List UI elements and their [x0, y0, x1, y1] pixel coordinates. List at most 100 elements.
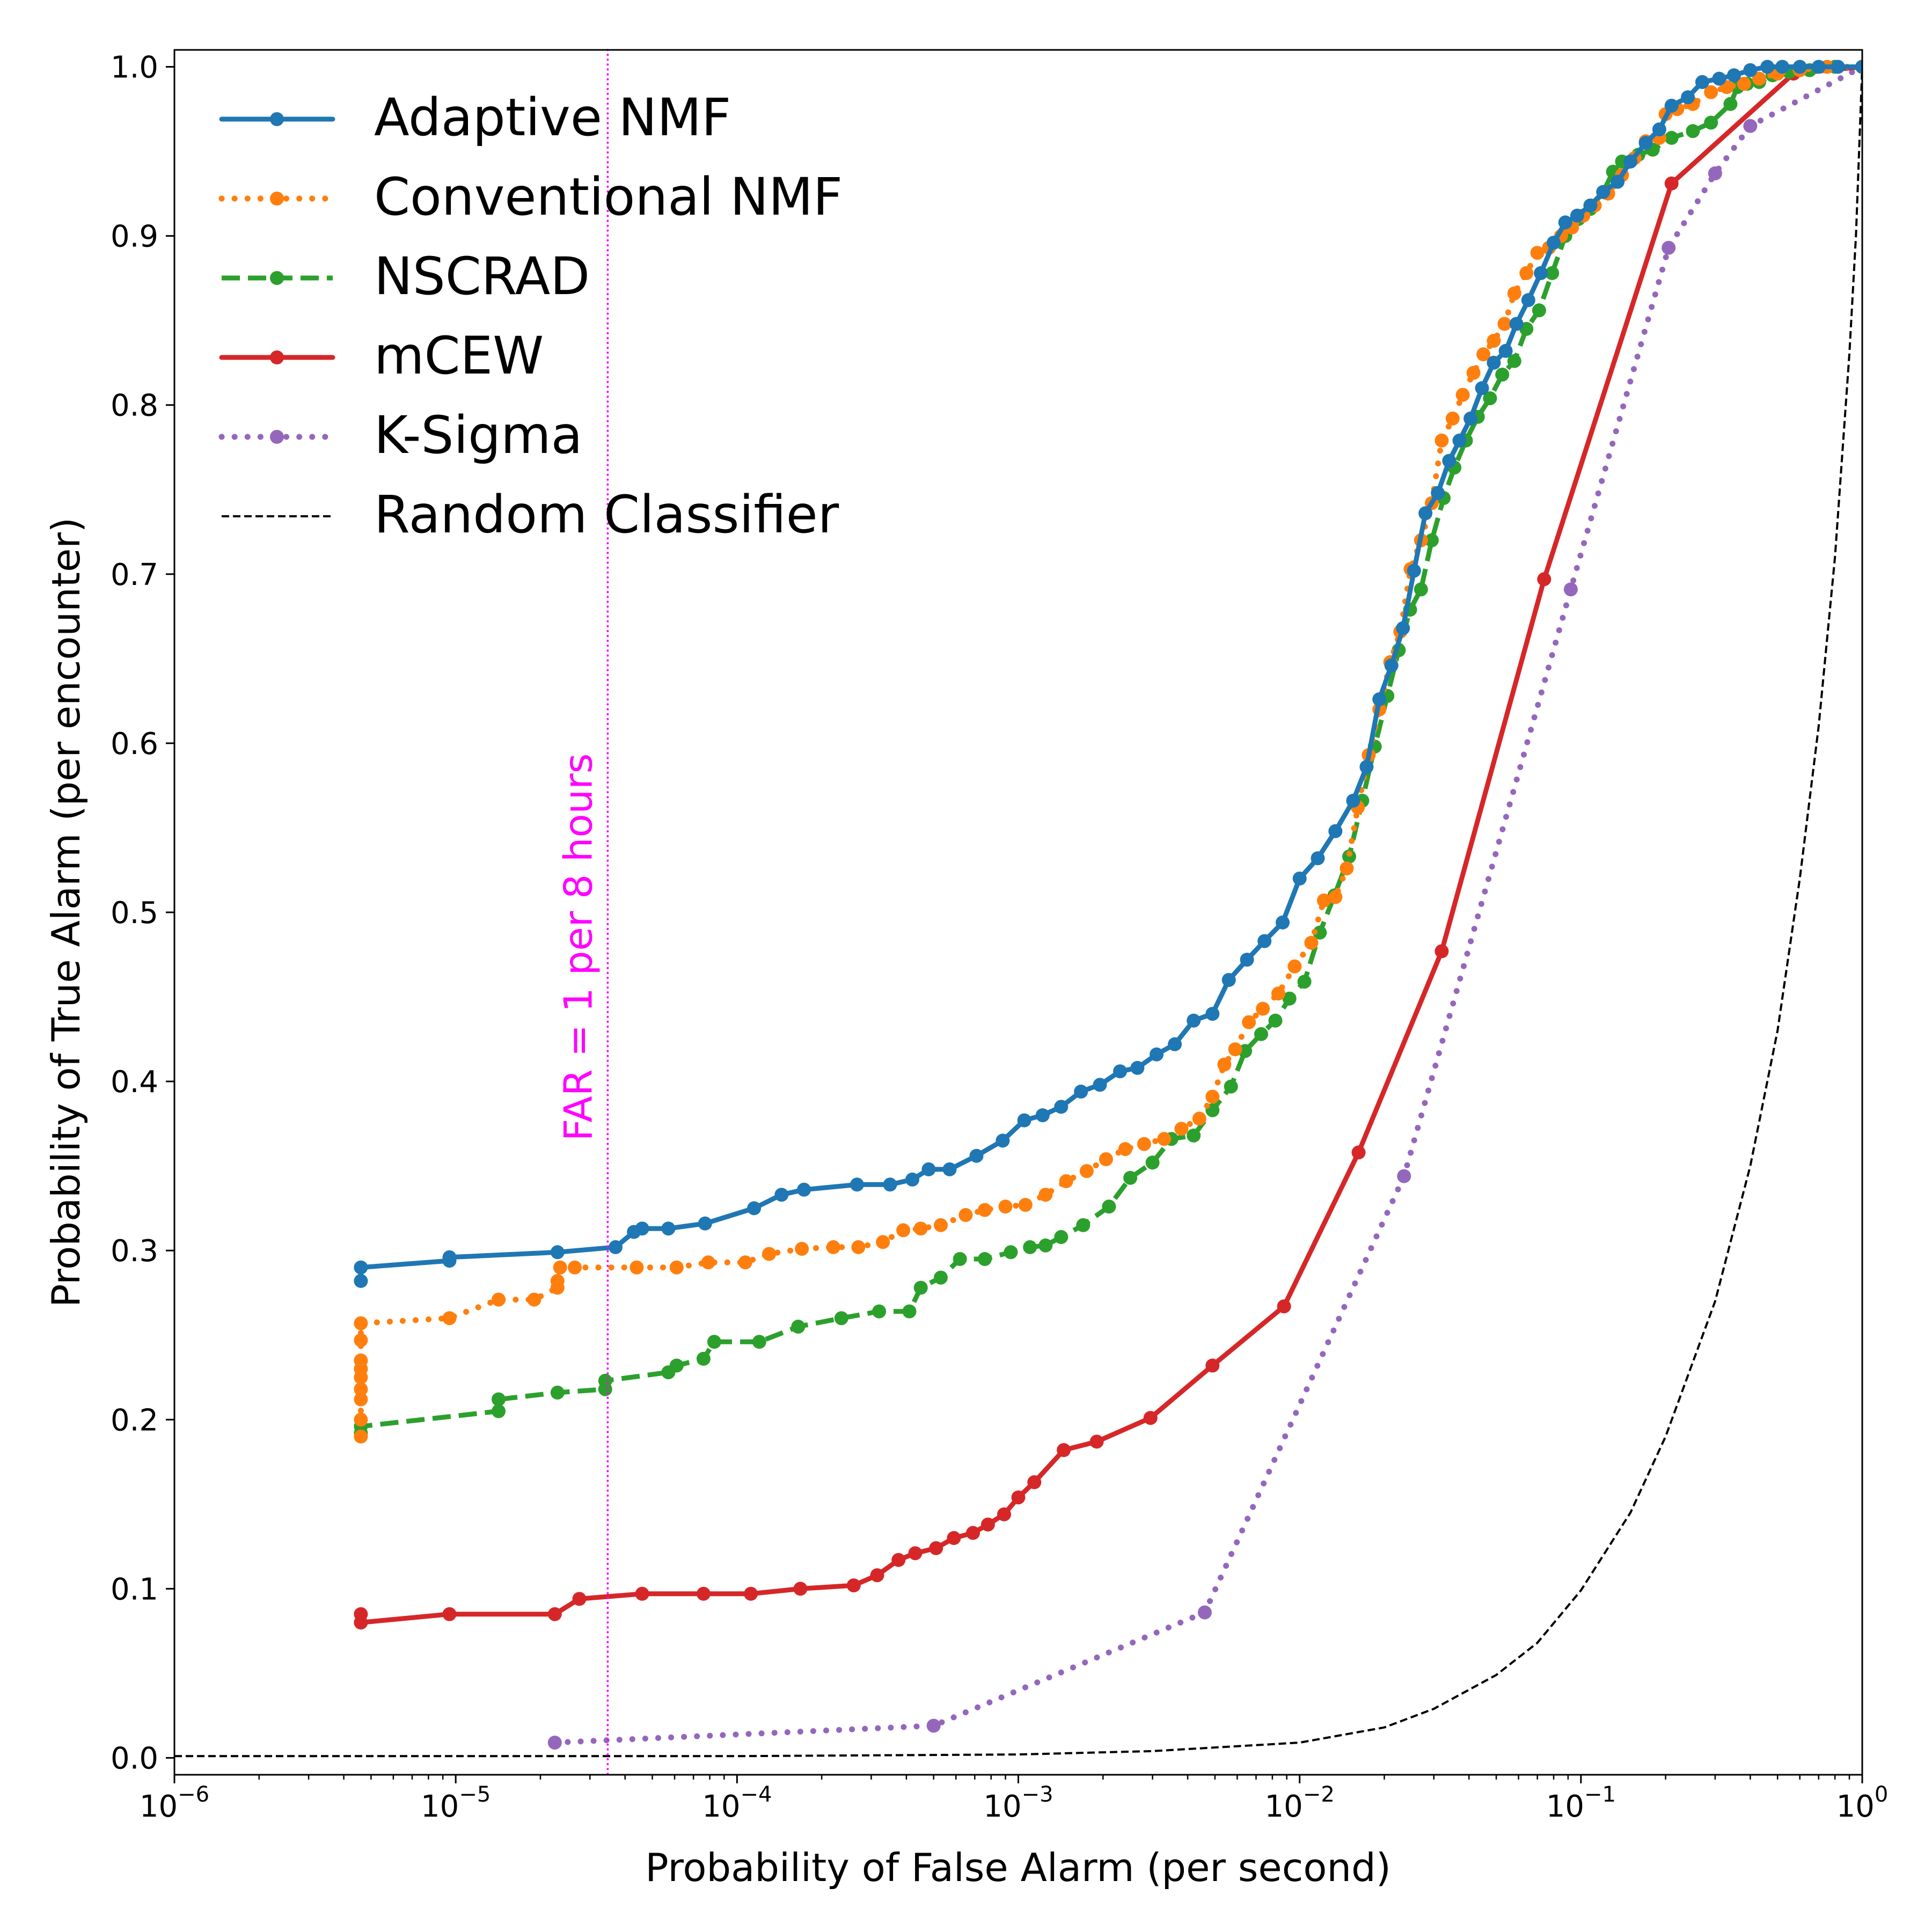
- data-point: [1017, 1113, 1031, 1128]
- data-point: [1018, 1198, 1033, 1212]
- data-point: [669, 1358, 684, 1373]
- data-point: [1118, 1142, 1132, 1157]
- data-point: [696, 1351, 711, 1366]
- data-point: [1704, 85, 1718, 99]
- data-point: [572, 1592, 587, 1606]
- y-axis-label: Probability of True Alarm (per encounter…: [43, 517, 89, 1307]
- data-point: [1257, 934, 1272, 948]
- data-point: [1532, 303, 1546, 318]
- legend-label: mCEW: [374, 326, 544, 386]
- y-axis-ticks: 0.0 0.1 0.2 0.3 0.4 0.5 0.6 0.7 0.8 0.9 1.0: [111, 50, 174, 1776]
- legend-marker: [270, 192, 284, 206]
- data-point: [850, 1177, 864, 1192]
- y-tick-label: 0.0: [111, 1741, 158, 1776]
- data-point: [1652, 122, 1666, 137]
- data-point: [1137, 1137, 1151, 1151]
- series-line-nscrad: [358, 64, 1862, 1433]
- data-point: [707, 1335, 721, 1349]
- data-point: [1686, 124, 1700, 138]
- data-point: [1205, 1007, 1220, 1021]
- legend-item-adaptive-nmf: Adaptive NMF: [219, 87, 731, 148]
- data-point: [1099, 1152, 1113, 1166]
- data-point: [1509, 317, 1524, 331]
- data-point: [851, 1240, 866, 1254]
- data-point: [568, 1260, 582, 1275]
- data-point: [762, 1247, 777, 1261]
- data-point: [1760, 60, 1775, 74]
- legend-label: Adaptive NMF: [374, 87, 731, 148]
- data-point: [1743, 119, 1758, 133]
- data-point: [908, 1546, 923, 1561]
- data-point: [492, 1292, 506, 1307]
- data-point: [1664, 130, 1679, 145]
- data-point: [1023, 1240, 1037, 1254]
- data-point: [1831, 60, 1845, 74]
- legend-marker: [270, 430, 284, 444]
- data-point: [921, 1162, 936, 1176]
- data-point: [1463, 411, 1478, 426]
- data-point: [1534, 266, 1548, 280]
- data-point: [630, 1260, 644, 1275]
- data-point: [1150, 1047, 1164, 1062]
- series-line-k-sigma: [552, 64, 1862, 1746]
- data-point: [1054, 1230, 1069, 1244]
- data-point: [978, 1252, 992, 1266]
- data-point: [492, 1392, 506, 1407]
- data-point: [1704, 115, 1718, 130]
- data-point: [980, 1517, 995, 1532]
- data-point: [1537, 572, 1552, 587]
- legend-item-k-sigma: K-Sigma: [218, 405, 582, 465]
- data-point: [1743, 63, 1758, 77]
- data-point: [1277, 1299, 1291, 1314]
- data-point: [966, 1526, 980, 1540]
- data-point: [1475, 381, 1489, 396]
- data-point: [1397, 1169, 1411, 1183]
- data-point: [1187, 1128, 1201, 1143]
- data-point: [1811, 60, 1826, 74]
- legend-marker: [270, 350, 284, 364]
- data-point: [1359, 760, 1374, 774]
- data-point: [354, 1316, 368, 1330]
- data-point: [1495, 368, 1510, 382]
- data-point: [1054, 1100, 1069, 1114]
- data-point: [958, 1208, 973, 1222]
- data-point: [1079, 1164, 1094, 1179]
- series-adaptive-nmf: [354, 60, 1862, 1288]
- series-conventional-nmf: [354, 60, 1862, 1444]
- data-point: [1297, 975, 1312, 989]
- data-point: [1752, 71, 1766, 86]
- data-point: [1487, 355, 1501, 370]
- y-tick-label: 0.6: [111, 727, 158, 762]
- data-point: [1483, 391, 1497, 406]
- data-point: [1311, 851, 1325, 866]
- data-point: [1292, 872, 1307, 885]
- data-point: [354, 1392, 368, 1407]
- legend-label: Random Classifier: [374, 485, 839, 545]
- legend-marker: [270, 271, 284, 285]
- data-point: [1130, 1060, 1145, 1075]
- x-tick-label: 100: [1836, 1782, 1889, 1824]
- data-point: [354, 1353, 368, 1367]
- legend-marker: [270, 112, 284, 126]
- series-mcew: [354, 60, 1862, 1630]
- x-tick-label: 10−1: [1546, 1782, 1616, 1824]
- x-tick-label: 10−3: [983, 1782, 1053, 1824]
- data-point: [354, 1413, 368, 1427]
- data-point: [550, 1245, 565, 1260]
- data-point: [883, 1177, 897, 1192]
- y-tick-label: 0.5: [111, 896, 158, 931]
- x-tick-label: 10−6: [140, 1782, 209, 1824]
- legend-label: K-Sigma: [374, 405, 582, 465]
- data-point: [1723, 97, 1738, 111]
- data-point: [354, 1333, 368, 1348]
- data-point: [1792, 60, 1807, 74]
- data-point: [1038, 1188, 1053, 1202]
- legend: Adaptive NMF Conventional NMF NSCRAD mCEW K-…: [218, 87, 843, 545]
- data-point: [870, 1568, 884, 1583]
- data-point: [913, 1221, 928, 1236]
- data-point: [1268, 1013, 1283, 1028]
- data-point: [1424, 533, 1439, 547]
- x-tick-label: 10−2: [1265, 1782, 1335, 1824]
- data-point: [1712, 71, 1726, 86]
